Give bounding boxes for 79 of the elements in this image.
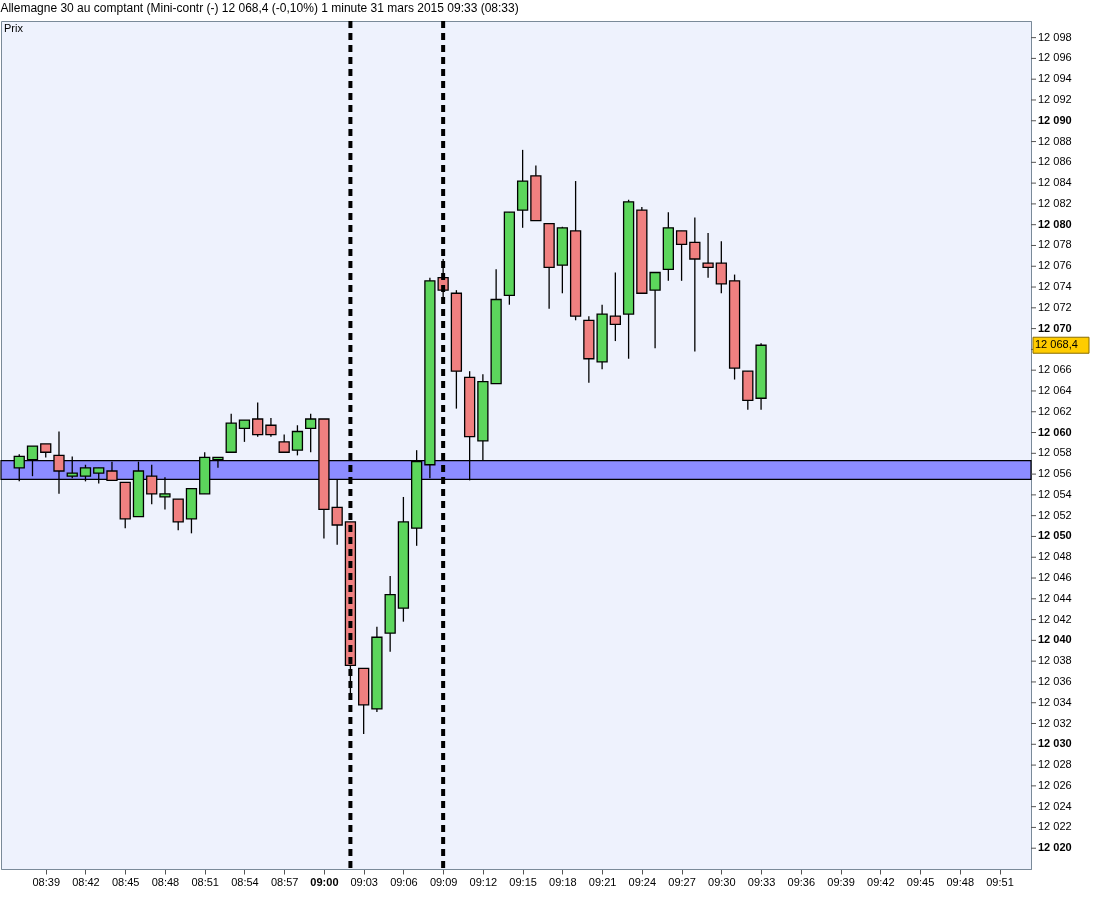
- y-tick-label: 12 098: [1038, 30, 1072, 43]
- candlestick: [702, 232, 714, 279]
- x-tick-label: 09:48: [946, 875, 975, 888]
- y-tick-label: 12 078: [1038, 238, 1072, 251]
- x-tick-label: 08:45: [111, 875, 140, 888]
- y-tick-label: 12 074: [1038, 280, 1072, 293]
- y-tick-label: 12 072: [1038, 300, 1072, 313]
- y-tick-label: 12 076: [1038, 259, 1072, 272]
- x-tick-label: 09:42: [867, 875, 895, 888]
- x-tick-label: 08:42: [72, 875, 100, 888]
- y-tick-label: 12 064: [1038, 383, 1072, 396]
- y-tick-label: 12 050: [1038, 529, 1072, 542]
- candlestick: [252, 401, 264, 438]
- y-tick-label: 12 046: [1038, 571, 1072, 584]
- y-tick-label: 12 054: [1038, 487, 1072, 500]
- y-tick-label: 12 056: [1038, 467, 1072, 480]
- x-tick-label: 09:15: [509, 875, 537, 888]
- x-tick-label: 09:39: [827, 875, 855, 888]
- x-tick-label: 09:33: [747, 875, 776, 888]
- y-tick-label: 12 060: [1038, 425, 1072, 438]
- candlestick: [715, 240, 727, 294]
- candlestick: [265, 417, 277, 438]
- y-tick-label: 12 036: [1038, 674, 1072, 687]
- y-tick-label: 12 030: [1038, 737, 1072, 750]
- candlestick: [291, 424, 304, 457]
- candlestick: [675, 230, 688, 282]
- y-tick-label: 12 082: [1038, 196, 1072, 209]
- x-tick-label: 08:51: [191, 875, 219, 888]
- y-tick-label: 12 088: [1038, 134, 1072, 147]
- x-tick-label: 09:51: [986, 875, 1014, 888]
- x-tick-label: 09:45: [906, 875, 935, 888]
- candlestick: [689, 216, 701, 353]
- y-tick-label: 12 032: [1038, 716, 1072, 729]
- x-tick-label: 09:06: [390, 875, 418, 888]
- y-tick-label: 12 034: [1038, 695, 1072, 708]
- candlestick: [609, 271, 621, 342]
- x-tick-label: 09:24: [628, 875, 657, 888]
- y-tick-label: 12 024: [1038, 799, 1072, 812]
- annotation: Prix: [4, 22, 24, 34]
- y-tick-label: 12 038: [1038, 654, 1072, 667]
- y-tick-label: 12 048: [1038, 550, 1072, 563]
- y-tick-label: 12 086: [1038, 155, 1072, 168]
- y-tick-label: 12 094: [1038, 72, 1072, 85]
- y-tick-label: 12 044: [1038, 591, 1072, 604]
- y-tick-label: 12 084: [1038, 176, 1072, 189]
- y-tick-label: 12 052: [1038, 508, 1072, 521]
- y-tick-label: 12 058: [1038, 446, 1072, 459]
- x-tick-label: 09:27: [668, 875, 696, 888]
- candlestick: [305, 413, 317, 453]
- chart-title: Allemagne 30 au comptant (Mini-contr (-) 12 068,4 (-0,10%) 1 minute 31 mars 2015 09:33 (08:33): [0, 1, 519, 15]
- y-tick-label: 12 092: [1038, 92, 1072, 105]
- y-tick-label: 12 090: [1038, 113, 1072, 126]
- y-tick-label: 12 042: [1038, 612, 1072, 625]
- candlestick: [649, 271, 661, 349]
- x-tick-label: 09:09: [429, 875, 458, 888]
- candlestick: [172, 498, 184, 531]
- y-tick-label: 12 070: [1038, 321, 1072, 334]
- y-tick-label: 12 062: [1038, 404, 1072, 417]
- x-tick-label: 08:48: [151, 875, 180, 888]
- y-tick-label: 12 020: [1038, 841, 1072, 854]
- y-tick-label: 12 040: [1038, 633, 1072, 646]
- y-tick-label: 12 026: [1038, 778, 1072, 791]
- x-tick-label: 09:18: [549, 875, 577, 888]
- x-tick-label: 09:03: [350, 875, 378, 888]
- y-tick-label: 12 028: [1038, 758, 1072, 771]
- x-tick-label: 08:57: [270, 875, 299, 888]
- x-tick-label: 08:39: [32, 875, 61, 888]
- text: 12 068,4: [1035, 338, 1078, 351]
- y-tick-label: 12 096: [1038, 51, 1072, 64]
- candlestick: [238, 419, 251, 443]
- x-tick-label: 09:21: [588, 875, 617, 888]
- x-tick-label: 09:12: [469, 875, 498, 888]
- y-tick-label: 12 022: [1038, 820, 1072, 833]
- y-tick-label: 12 066: [1038, 363, 1072, 376]
- y-tick-label: 12 080: [1038, 217, 1072, 230]
- x-tick-label: 09:36: [787, 875, 816, 888]
- x-tick-label: 09:00: [310, 875, 339, 888]
- x-tick-label: 08:54: [231, 875, 259, 888]
- x-tick-label: 09:30: [708, 875, 736, 888]
